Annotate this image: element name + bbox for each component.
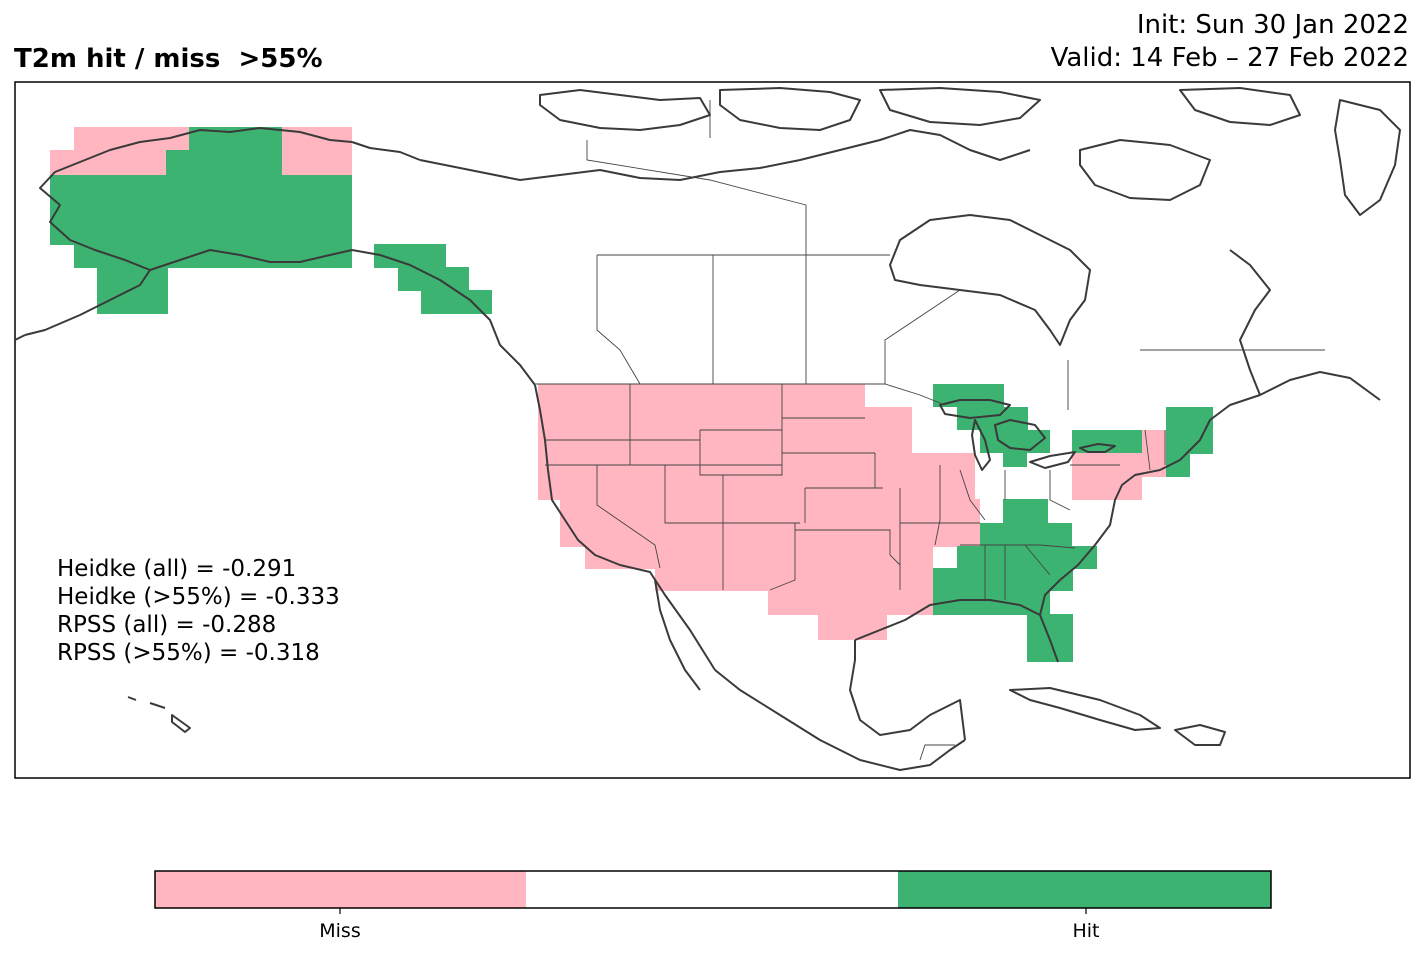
colorbar-neutral-segment — [526, 871, 898, 908]
rpss-55: RPSS (>55%) = -0.318 — [57, 640, 320, 666]
legend-miss-label: Miss — [319, 920, 361, 942]
hit-cell — [398, 267, 469, 291]
init-date: Init: Sun 30 Jan 2022 — [1136, 10, 1409, 40]
hit-cell — [97, 267, 168, 314]
hit-cell — [957, 546, 1097, 569]
valid-period: Valid: 14 Feb – 27 Feb 2022 — [1050, 43, 1409, 73]
miss-cell — [585, 546, 901, 569]
hit-cell — [933, 568, 1073, 591]
colorbar-hit-segment — [898, 871, 1271, 908]
rpss-all: RPSS (all) = -0.288 — [57, 612, 277, 638]
legend-hit-label: Hit — [1072, 920, 1100, 942]
hit-cell — [74, 244, 352, 268]
hit-cell — [50, 175, 352, 245]
borders — [535, 100, 1325, 761]
miss-cell — [50, 150, 166, 176]
skill-scores: Heidke (all) = -0.291 Heidke (>55%) = -0… — [57, 555, 340, 667]
hit-cell — [1166, 407, 1213, 454]
miss-cell — [538, 384, 865, 500]
colorbar-frame — [154, 870, 1272, 909]
map-title: T2m hit / miss >55% — [14, 44, 323, 74]
hit-cell — [1003, 499, 1048, 524]
hit-cell — [1003, 453, 1027, 467]
miss-cell — [1072, 453, 1142, 500]
heidke-all: Heidke (all) = -0.291 — [57, 556, 297, 582]
miss-cell — [818, 614, 887, 640]
miss-cell — [865, 407, 912, 500]
miss-cell — [768, 590, 933, 615]
hit-cell — [933, 384, 1004, 407]
miss-cell — [910, 453, 975, 500]
miss-cell — [900, 546, 933, 591]
miss-cell — [655, 568, 933, 591]
hit-cell — [166, 150, 282, 176]
colorbar — [154, 870, 1272, 914]
miss-cell — [74, 127, 189, 152]
hit-cell — [980, 523, 1072, 547]
heidke-55: Heidke (>55%) = -0.333 — [57, 584, 340, 610]
colorbar-miss-segment — [155, 871, 526, 908]
hit-cell — [1072, 430, 1142, 453]
